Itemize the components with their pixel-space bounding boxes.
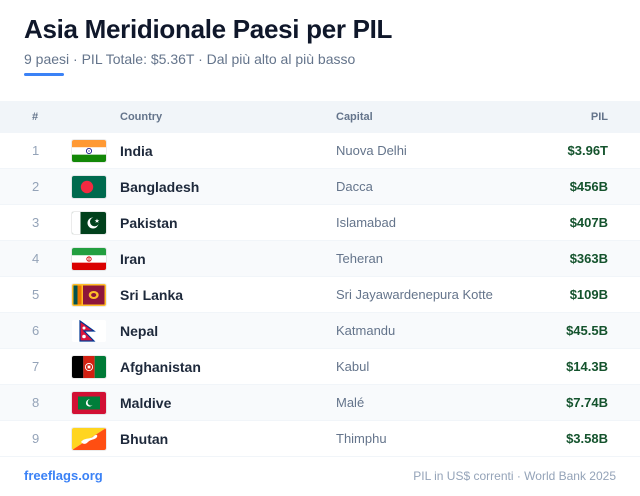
table-body: 1 India Nuova Delhi $3.96T 2 (0, 133, 640, 457)
row-rank: 4 (32, 251, 40, 266)
page-title: Asia Meridionale Paesi per PIL (24, 14, 393, 44)
pakistan-flag-icon (72, 211, 106, 234)
row-gdp: $109B (569, 287, 608, 302)
row-capital: Dacca (336, 179, 373, 194)
row-rank: 7 (32, 359, 40, 374)
row-capital: Sri Jayawardenepura Kotte (336, 287, 493, 302)
row-country: Pakistan (120, 214, 178, 231)
row-rank: 9 (32, 431, 40, 446)
india-flag-icon (72, 139, 106, 162)
table-row: 4 Iran Teheran $363B (0, 241, 640, 277)
row-capital: Islamabad (336, 215, 396, 230)
table-row: 1 India Nuova Delhi $3.96T (0, 133, 640, 169)
page-header: Asia Meridionale Paesi per PIL 9 paesi ·… (24, 12, 616, 76)
row-gdp: $456B (569, 179, 608, 194)
row-country: Afghanistan (120, 358, 201, 375)
flag-cell (72, 247, 120, 270)
sri-lanka-flag-icon (72, 283, 106, 306)
row-rank: 2 (32, 179, 40, 194)
table-row: 2 Bangladesh Dacca $456B (0, 169, 640, 205)
table-row: 9 Bhutan Thimphu $3.58B (0, 421, 640, 457)
row-gdp: $363B (569, 251, 608, 266)
flag-cell (72, 391, 120, 414)
column-header-gdp: PIL (590, 111, 608, 123)
afghanistan-flag-icon (72, 355, 106, 378)
row-capital: Thimphu (336, 431, 387, 446)
flag-cell (72, 175, 120, 198)
site-link[interactable]: freeflags.org (24, 468, 103, 483)
row-gdp: $3.58B (566, 431, 608, 446)
row-rank: 3 (32, 215, 40, 230)
row-country: India (120, 142, 153, 159)
flag-cell (72, 427, 120, 450)
table-row: 8 Maldive Malé $7.74B (0, 385, 640, 421)
page-footer: freeflags.org PIL in US$ correnti · Worl… (24, 468, 616, 483)
row-rank: 6 (32, 323, 40, 338)
bangladesh-flag-icon (72, 175, 106, 198)
row-country: Maldive (120, 394, 172, 411)
row-capital: Teheran (336, 251, 383, 266)
column-header-capital: Capital (336, 111, 373, 123)
row-country: Iran (120, 250, 146, 267)
maldives-flag-icon (72, 391, 106, 414)
table-row: 6 Nepal Katmandu $45.5B (0, 313, 640, 349)
row-rank: 5 (32, 287, 40, 302)
row-gdp: $3.96T (567, 143, 608, 158)
nepal-flag-icon (72, 319, 106, 342)
page-subtitle: 9 paesi · PIL Totale: $5.36T · Dal più a… (24, 51, 356, 67)
row-rank: 1 (32, 143, 40, 158)
flag-cell (72, 139, 120, 162)
row-gdp: $407B (569, 215, 608, 230)
table-row: 7 Afghanistan Kabul $14.3B (0, 349, 640, 385)
gdp-table: # Country Capital PIL 1 India Nuova Delh… (0, 101, 640, 457)
table-row: 5 Sri Lanka Sri Jayawardenepura Kotte $1… (0, 277, 640, 313)
column-header-country: Country (120, 111, 163, 123)
title-accent-bar (24, 73, 64, 76)
row-rank: 8 (32, 395, 40, 410)
flag-cell (72, 355, 120, 378)
bhutan-flag-icon (72, 427, 106, 450)
flag-cell (72, 283, 120, 306)
row-capital: Nuova Delhi (336, 143, 407, 158)
flag-cell (72, 211, 120, 234)
row-capital: Kabul (336, 359, 370, 374)
row-country: Bangladesh (120, 178, 200, 195)
flag-cell (72, 319, 120, 342)
table-header: # Country Capital PIL (0, 101, 640, 133)
iran-flag-icon (72, 247, 106, 270)
row-gdp: $7.74B (566, 395, 608, 410)
row-capital: Katmandu (336, 323, 396, 338)
row-country: Nepal (120, 322, 159, 339)
table-row: 3 Pakistan Islamabad $407B (0, 205, 640, 241)
row-country: Sri Lanka (120, 286, 184, 303)
row-capital: Malé (336, 395, 365, 410)
row-gdp: $45.5B (566, 323, 608, 338)
source-note: PIL in US$ correnti · World Bank 2025 (413, 468, 616, 483)
row-gdp: $14.3B (566, 359, 608, 374)
column-header-rank: # (32, 111, 39, 123)
row-country: Bhutan (120, 430, 169, 447)
